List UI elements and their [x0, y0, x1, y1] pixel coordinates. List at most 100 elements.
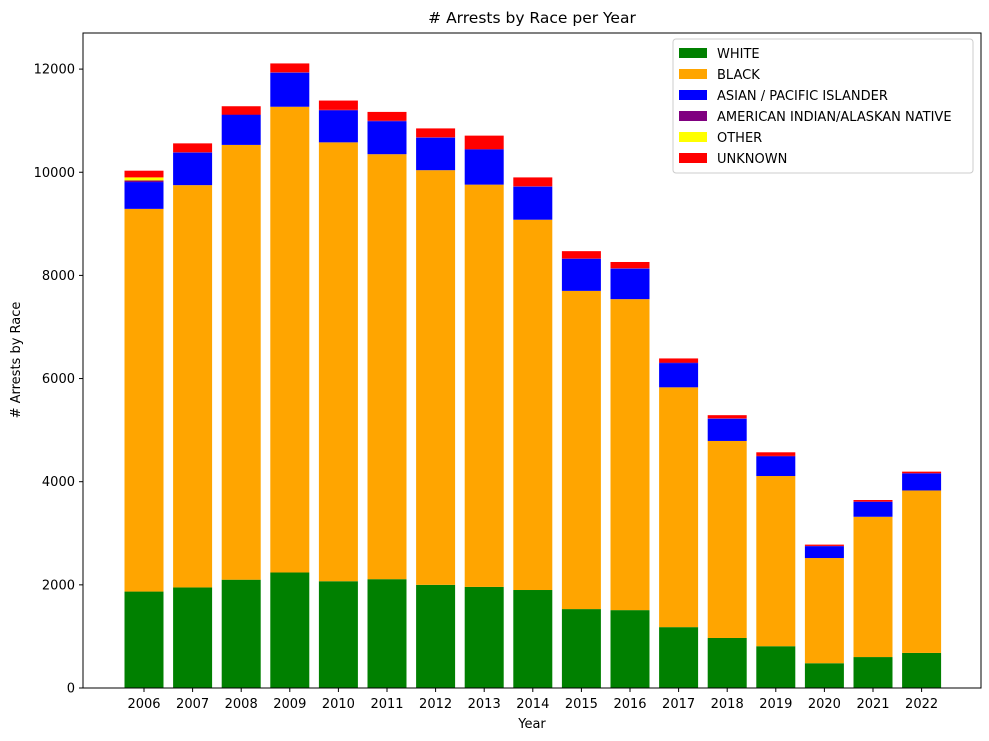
y-axis: 0 2000 4000 6000 8000 10000 12000 [34, 63, 83, 697]
y-tick-label: 0 [67, 682, 75, 697]
plot-frame [82, 32, 982, 689]
bar-2015-american-indian-alaskan-native [561, 258, 601, 259]
bar-2017-american-indian-alaskan-native [659, 362, 699, 364]
x-tick-label: 2012 [419, 697, 452, 712]
legend-label: BLACK [717, 68, 760, 83]
bar-2016-white [610, 610, 650, 688]
bar-2015-asian-pacific-islander [561, 258, 601, 291]
x-tick-label: 2007 [176, 697, 209, 712]
legend-label: AMERICAN INDIAN/ALASKAN NATIVE [717, 110, 952, 125]
y-tick-label: 4000 [42, 475, 75, 490]
bar-2022-white [902, 652, 942, 688]
bar-2008-black [221, 144, 261, 580]
bar-2021-asian-pacific-islander [853, 501, 893, 517]
bar-2015-white [561, 609, 601, 688]
x-tick-label: 2008 [225, 697, 258, 712]
y-tick-label: 12000 [34, 63, 75, 78]
bar-2018-asian-pacific-islander [707, 418, 747, 441]
bar-2017-unknown [659, 358, 699, 363]
legend-swatch [679, 132, 707, 142]
bar-2008-white [221, 579, 261, 688]
bar-2012-unknown [416, 128, 456, 138]
bar-2019-white [756, 646, 796, 688]
bar-2021-white [853, 657, 893, 688]
x-tick-label: 2013 [468, 697, 501, 712]
bar-2009-black [270, 106, 310, 573]
bar-2007-black [173, 185, 213, 588]
y-tick-label: 6000 [42, 372, 75, 387]
bar-2018-unknown [707, 415, 747, 419]
axes-group [82, 32, 982, 689]
legend-label: UNKNOWN [717, 152, 787, 167]
x-tick-label: 2006 [127, 697, 160, 712]
bar-2009-american-indian-alaskan-native [270, 72, 310, 73]
legend-swatch [679, 153, 707, 163]
legend: WHITE BLACK ASIAN / PACIFIC ISLANDER AMERIC… [672, 38, 974, 174]
bar-2009-unknown [270, 63, 310, 73]
bar-2014-unknown [513, 177, 553, 187]
bar-2020-black [804, 558, 844, 664]
bar-2011-unknown [367, 111, 407, 121]
bar-2017-asian-pacific-islander [659, 363, 699, 388]
legend-box [672, 38, 974, 174]
bar-2012-american-indian-alaskan-native [416, 137, 456, 138]
bar-2007-unknown [173, 143, 213, 153]
bar-2020-unknown [804, 544, 844, 546]
legend-label: ASIAN / PACIFIC ISLANDER [717, 89, 888, 104]
bar-2014-black [513, 219, 553, 591]
bar-2015-unknown [561, 251, 601, 259]
bar-2017-white [659, 627, 699, 688]
bar-2016-unknown [610, 261, 650, 269]
bar-2010-american-indian-alaskan-native [318, 109, 358, 111]
bar-2009-asian-pacific-islander [270, 72, 310, 107]
bar-2013-american-indian-alaskan-native [464, 149, 504, 150]
x-tick-label: 2015 [565, 697, 598, 712]
legend-label: OTHER [717, 131, 762, 146]
legend-swatch [679, 111, 707, 121]
bar-2012-asian-pacific-islander [416, 137, 456, 171]
bar-2006-black [124, 208, 164, 592]
x-tick-label: 2016 [613, 697, 646, 712]
bar-2019-black [756, 476, 796, 647]
y-axis-title: # Arrests by Race [9, 302, 24, 419]
y-tick-label: 10000 [34, 166, 75, 181]
bar-2014-white [513, 590, 553, 688]
bar-2011-asian-pacific-islander [367, 121, 407, 155]
bar-2011-white [367, 579, 407, 688]
x-axis: 2006 2007 2008 2009 2010 2011 2012 2013 2014 2015… [127, 688, 938, 712]
bar-2008-american-indian-alaskan-native [221, 114, 261, 116]
bar-2010-white [318, 581, 358, 688]
x-tick-label: 2010 [322, 697, 355, 712]
legend-swatch [679, 48, 707, 58]
y-tick-label: 2000 [42, 578, 75, 593]
bar-2021-unknown [853, 500, 893, 502]
bar-2012-white [416, 584, 456, 688]
bar-2014-american-indian-alaskan-native [513, 186, 553, 187]
bar-2011-black [367, 154, 407, 580]
bar-2013-black [464, 184, 504, 587]
bar-2019-asian-pacific-islander [756, 456, 796, 477]
legend-label: WHITE [717, 47, 760, 62]
x-tick-label: 2022 [905, 697, 938, 712]
bar-2018-american-indian-alaskan-native [707, 418, 747, 419]
chart-title: # Arrests by Race per Year [428, 9, 636, 27]
bar-2006-asian-pacific-islander [124, 182, 164, 209]
bar-2006-american-indian-alaskan-native [124, 180, 164, 183]
bar-2008-unknown [221, 106, 261, 115]
bar-2022-asian-pacific-islander [902, 473, 942, 491]
bar-2007-white [173, 587, 213, 688]
bar-2022-black [902, 490, 942, 653]
bar-2009-white [270, 572, 310, 688]
bar-2010-unknown [318, 100, 358, 110]
bar-2010-asian-pacific-islander [318, 110, 358, 143]
bar-2006-white [124, 591, 164, 688]
bar-2017-black [659, 387, 699, 628]
bar-2013-asian-pacific-islander [464, 149, 504, 185]
bar-2013-unknown [464, 135, 504, 150]
bar-2019-american-indian-alaskan-native [756, 455, 796, 457]
bar-2016-american-indian-alaskan-native [610, 268, 650, 269]
bar-2006-other [124, 177, 164, 181]
legend-swatch [679, 69, 707, 79]
x-tick-label: 2018 [711, 697, 744, 712]
